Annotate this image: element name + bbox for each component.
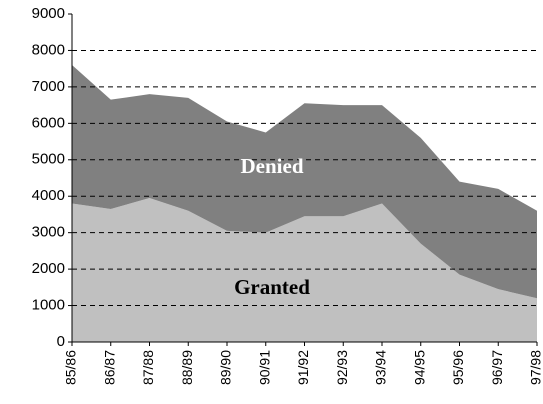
- area: [72, 198, 537, 342]
- x-tick-label: 97/98: [528, 350, 543, 385]
- y-tick-label: 8000: [32, 41, 65, 58]
- series-label: Denied: [241, 154, 304, 178]
- x-tick-label: 94/95: [411, 350, 427, 385]
- x-tick-label: 89/90: [218, 350, 234, 385]
- x-tick-label: 90/91: [256, 350, 272, 385]
- x-tick-label: 86/87: [101, 350, 117, 385]
- x-tick-label: 91/92: [295, 350, 311, 385]
- x-tick-label: 95/96: [450, 350, 466, 385]
- y-tick-label: 2000: [32, 260, 65, 277]
- y-tick-label: 1000: [32, 297, 65, 314]
- area: [72, 65, 537, 299]
- x-tick-label: 88/89: [179, 350, 195, 385]
- y-tick-label: 9000: [32, 5, 65, 22]
- y-tick-label: 0: [57, 333, 65, 350]
- y-tick-label: 4000: [32, 187, 65, 204]
- x-tick-label: 87/88: [140, 350, 156, 385]
- x-tick-label: 93/94: [373, 350, 389, 385]
- x-tick-label: 85/86: [63, 350, 79, 385]
- y-tick-label: 7000: [32, 78, 65, 95]
- series-label: Granted: [234, 275, 310, 299]
- x-tick-label: 96/97: [489, 350, 505, 385]
- y-tick-label: 3000: [32, 224, 65, 241]
- y-tick-label: 6000: [32, 114, 65, 131]
- x-tick-label: 92/93: [334, 350, 350, 385]
- y-tick-label: 5000: [32, 151, 65, 168]
